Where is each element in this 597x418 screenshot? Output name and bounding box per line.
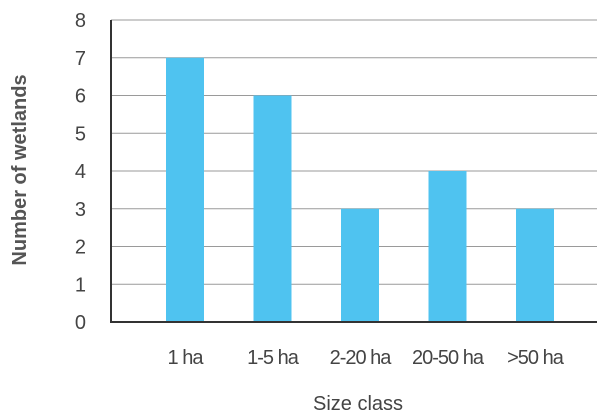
y-axis-title: Number of wetlands [9, 74, 31, 265]
x-tick-label: >50 ha [507, 347, 565, 369]
bars [166, 57, 554, 322]
y-tick-label: 2 [75, 237, 86, 259]
bar-4 [516, 208, 554, 322]
y-tick-label: 0 [75, 312, 86, 334]
bar-0 [166, 57, 204, 322]
y-tick-label: 3 [75, 199, 86, 221]
x-tick-label: 20-50 ha [412, 347, 485, 369]
x-tick-label: 2-20 ha [330, 347, 393, 369]
x-tick-label: 1-5 ha [247, 347, 300, 369]
bar-2 [341, 208, 379, 322]
x-axis-title: Size class [313, 393, 403, 415]
x-tick-label: 1 ha [168, 347, 205, 369]
y-tick-labels: 0 1 2 3 4 5 6 7 8 [75, 10, 86, 334]
y-tick-label: 6 [75, 86, 86, 108]
y-tick-label: 8 [75, 10, 86, 32]
x-tick-labels: 1 ha 1-5 ha 2-20 ha 20-50 ha >50 ha [168, 347, 566, 369]
y-tick-label: 4 [75, 161, 86, 183]
y-tick-label: 7 [75, 48, 86, 70]
bar-1 [253, 95, 292, 322]
y-tick-label: 1 [75, 274, 86, 296]
y-tick-label: 5 [75, 123, 86, 145]
bar-3 [428, 171, 467, 322]
